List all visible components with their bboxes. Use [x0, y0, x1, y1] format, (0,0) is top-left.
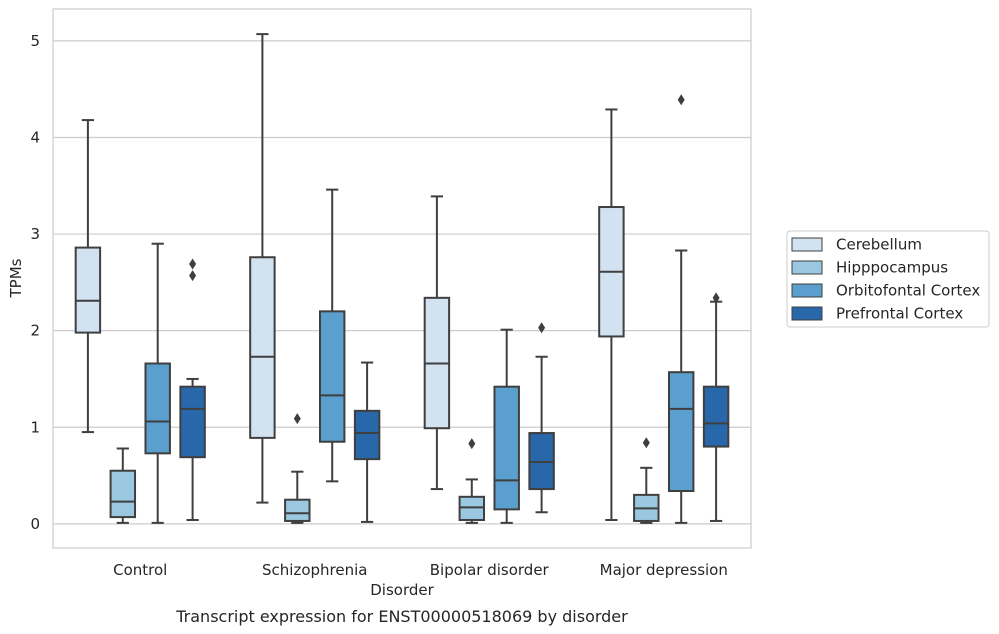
box-1-1-iqr	[284, 498, 311, 522]
legend-swatch-2	[791, 283, 823, 298]
box-0-3-flier-0	[189, 270, 197, 282]
chart-caption: Transcript expression for ENST0000051806…	[175, 607, 628, 626]
legend-label-1: Hipppocampus	[836, 259, 948, 277]
box-3-3-flier-0	[712, 292, 720, 304]
y-tick-label-4: 4	[30, 128, 40, 146]
y-tick-label-0: 0	[30, 515, 40, 533]
x-axis-ticks: Control Schizophrenia Bipolar disorder Majo…	[113, 561, 728, 579]
box-0-3-flier-1	[189, 258, 197, 270]
y-axis-ticks: 0 1 2 3 4 5	[30, 32, 40, 533]
box-3-3-iqr	[702, 385, 730, 448]
box-group-3	[598, 94, 730, 524]
box-group-0	[74, 119, 206, 524]
legend-label-2: Orbitofontal Cortex	[836, 282, 980, 300]
y-axis-label: TPMs	[7, 258, 25, 298]
legend-label-3: Prefrontal Cortex	[836, 305, 963, 323]
y-tick-label-2: 2	[30, 322, 40, 340]
y-tick-label-3: 3	[30, 225, 40, 243]
box-group-1	[249, 33, 381, 524]
box-2-1-flier-0	[468, 438, 476, 450]
x-tick-label-0: Control	[113, 561, 167, 579]
plot-frame	[52, 8, 752, 549]
x-tick-label-2: Bipolar disorder	[430, 561, 550, 579]
legend-label-0: Cerebellum	[836, 236, 922, 254]
y-tick-label-1: 1	[30, 418, 40, 436]
x-tick-label-1: Schizophrenia	[262, 561, 367, 579]
box-1-0-iqr	[249, 256, 276, 439]
legend-frame	[786, 230, 990, 328]
legend-swatch-0	[791, 237, 823, 252]
box-3-2-iqr	[667, 371, 695, 493]
box-0-0-iqr	[74, 246, 102, 334]
x-axis-label: Disorder	[370, 581, 434, 599]
box-1-3-iqr	[353, 409, 381, 461]
box-3-1-flier-0	[642, 437, 650, 449]
box-3-2-flier-0	[677, 94, 685, 106]
box-groups	[74, 33, 730, 524]
box-2-3-flier-0	[538, 322, 546, 334]
legend: Cerebellum Hipppocampus Orbitofontal Corte…	[786, 230, 990, 328]
box-0-1-iqr	[109, 469, 137, 519]
x-tick-label-3: Major depression	[600, 561, 728, 579]
legend-swatch-1	[791, 260, 823, 275]
plot-background	[53, 9, 751, 548]
y-tick-label-5: 5	[30, 32, 40, 50]
box-0-2-iqr	[144, 362, 171, 455]
box-group-2	[423, 195, 555, 524]
box-2-2-iqr	[493, 385, 520, 511]
box-1-2-iqr	[318, 310, 346, 443]
box-1-1-flier-0	[293, 413, 301, 425]
box-0-3-iqr	[179, 385, 206, 459]
legend-swatch-3	[791, 306, 823, 321]
